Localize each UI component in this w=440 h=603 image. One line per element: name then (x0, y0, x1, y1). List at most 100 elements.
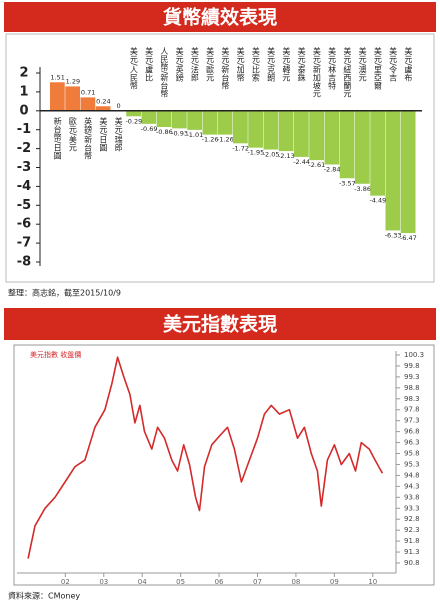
category-label: 美元/里亞爾 (373, 46, 382, 90)
value-label: -1.95 (247, 149, 264, 157)
value-label: 1.29 (66, 77, 80, 85)
y-tick-label: -6 (17, 217, 31, 232)
bar (339, 110, 355, 179)
value-label: -2.61 (308, 161, 325, 169)
category-label: 美元/新台幣 (221, 46, 230, 91)
chart-frame (13, 344, 435, 586)
category-label: 美元/盧布 (404, 46, 413, 83)
x-tick-label: 09 (330, 578, 339, 586)
y-tick-label: 93.3 (404, 504, 420, 512)
category-label: 人民幣/新台幣 (160, 47, 169, 99)
value-label: -3.86 (354, 185, 371, 193)
category-label: 美元/澳元 (358, 46, 367, 83)
bar (65, 86, 80, 111)
y-tick-label: 92.8 (404, 515, 420, 523)
bar (126, 110, 141, 117)
bar (217, 110, 233, 135)
y-tick-label: 90.8 (404, 559, 420, 567)
bar (50, 82, 65, 111)
y-tick-label: -1 (17, 122, 31, 137)
category-label: 美元/人民幣 (129, 46, 138, 91)
y-tick-label: 100.3 (404, 351, 424, 359)
category-label: 美元/韓元 (282, 46, 291, 83)
y-tick-label: 94.3 (404, 482, 420, 490)
category-label: 英鎊/新台幣 (84, 116, 93, 161)
bar (156, 110, 172, 128)
bar (95, 106, 111, 111)
y-tick-label: 1 (19, 84, 28, 99)
legend-label: 美元指數 收盤價 (30, 350, 81, 359)
x-tick-label: 07 (253, 578, 262, 586)
category-label: 美元/加幣 (236, 46, 245, 83)
bar (400, 110, 416, 234)
bar (141, 110, 157, 124)
value-label: 0.24 (96, 97, 110, 105)
value-label: 1.51 (50, 73, 64, 81)
category-label: 美元/英鎊 (175, 46, 184, 83)
value-label: -0.69 (141, 125, 158, 133)
y-tick-label: -7 (17, 236, 31, 251)
category-label: 美元/紐西蘭元 (343, 46, 352, 99)
value-label: -2.13 (278, 152, 295, 160)
bar (324, 110, 340, 165)
chart-title: 美元指數表現 (163, 313, 277, 336)
y-tick-label: 95.3 (404, 460, 420, 468)
category-label: 美元/新加坡元 (312, 46, 321, 99)
category-label: 美元/盧比 (145, 46, 154, 83)
category-label: 歐元/美元 (68, 116, 77, 153)
category-label: 美元/令吉 (389, 46, 398, 83)
y-tick-label: 2 (19, 66, 28, 81)
bar (385, 110, 401, 231)
category-label: 美元/泰銖 (297, 46, 306, 83)
category-label: 美元/比索 (251, 46, 260, 82)
value-label: -2.44 (293, 158, 310, 166)
header-bar (4, 2, 436, 32)
line (27, 356, 384, 559)
value-label: -3.57 (339, 179, 356, 187)
category-label: 美元/瑞郎 (114, 116, 123, 153)
bar (294, 110, 309, 157)
y-tick-label: -8 (17, 255, 31, 270)
category-label: 美元/林吉特 (328, 46, 337, 90)
y-tick-label: 97.8 (404, 406, 420, 414)
chart-title: 貨幣績效表現 (163, 6, 277, 29)
bar (233, 110, 248, 144)
y-tick-label: 0 (19, 103, 28, 118)
note: 整理：高志銘，截至2015/10/9 (8, 288, 121, 298)
y-tick-label: -5 (17, 198, 31, 213)
value-label: -2.05 (263, 151, 280, 159)
value-label: -0.93 (171, 129, 188, 137)
x-tick-label: 04 (138, 578, 147, 586)
y-tick-label: 97.3 (404, 417, 420, 425)
y-tick-label: 96.3 (404, 439, 420, 447)
y-tick-label: 99.3 (404, 373, 420, 381)
x-tick-label: 10 (368, 578, 377, 586)
x-tick-label: 08 (291, 578, 300, 586)
value-label: -1.26 (202, 136, 219, 144)
y-tick-label: 96.8 (404, 428, 420, 436)
source: 資料來源：CMoney (8, 591, 80, 601)
category-label: 美元/克朗 (267, 46, 276, 83)
x-tick-label: 03 (99, 578, 108, 586)
bar (263, 110, 279, 150)
y-tick-label: 91.3 (404, 548, 420, 556)
y-tick-label: 98.3 (404, 395, 420, 403)
y-tick-label: -2 (17, 141, 31, 156)
value-label: -1.72 (232, 144, 249, 152)
bar (370, 110, 385, 196)
category-label: 美元/日圓 (99, 116, 108, 153)
y-tick-label: 98.8 (404, 384, 420, 392)
bar (80, 97, 96, 111)
x-tick-label: 06 (215, 578, 224, 586)
category-label: 美元/歐元 (206, 46, 215, 83)
value-label: -1.26 (217, 136, 234, 144)
value-label: -6.33 (385, 231, 402, 239)
y-tick-label: 91.8 (404, 537, 420, 545)
y-tick-label: 94.8 (404, 471, 420, 479)
y-tick-label: 93.8 (404, 493, 420, 501)
y-tick-label: -3 (17, 160, 31, 175)
y-tick-label: 92.3 (404, 526, 420, 534)
y-tick-label: 95.8 (404, 450, 420, 458)
x-tick-label: 02 (61, 578, 70, 586)
bar (355, 110, 370, 184)
